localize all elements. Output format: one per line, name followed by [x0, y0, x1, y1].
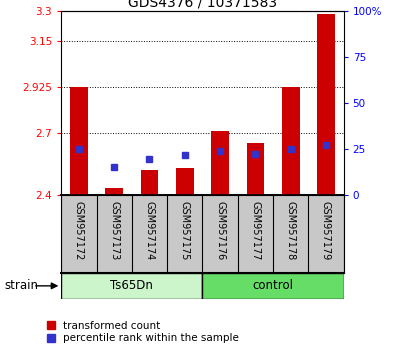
- Text: GSM957174: GSM957174: [145, 201, 154, 260]
- Text: GSM957178: GSM957178: [286, 201, 296, 260]
- Bar: [141, 170, 158, 195]
- Text: GSM957175: GSM957175: [180, 201, 190, 260]
- Bar: [317, 14, 335, 195]
- Bar: [176, 168, 194, 195]
- Bar: [202, 273, 344, 299]
- Text: Ts65Dn: Ts65Dn: [110, 279, 153, 292]
- Bar: [105, 188, 123, 195]
- Bar: [246, 143, 264, 195]
- Bar: [61, 273, 202, 299]
- Bar: [211, 131, 229, 195]
- Text: GSM957177: GSM957177: [250, 201, 260, 260]
- Text: GSM957176: GSM957176: [215, 201, 225, 260]
- Bar: [282, 87, 299, 195]
- Text: control: control: [252, 279, 293, 292]
- Text: GSM957172: GSM957172: [74, 201, 84, 260]
- Text: GSM957179: GSM957179: [321, 201, 331, 260]
- Title: GDS4376 / 10371583: GDS4376 / 10371583: [128, 0, 277, 10]
- Legend: transformed count, percentile rank within the sample: transformed count, percentile rank withi…: [45, 319, 241, 345]
- Bar: [70, 87, 88, 195]
- Text: GSM957173: GSM957173: [109, 201, 119, 260]
- Text: strain: strain: [4, 279, 38, 292]
